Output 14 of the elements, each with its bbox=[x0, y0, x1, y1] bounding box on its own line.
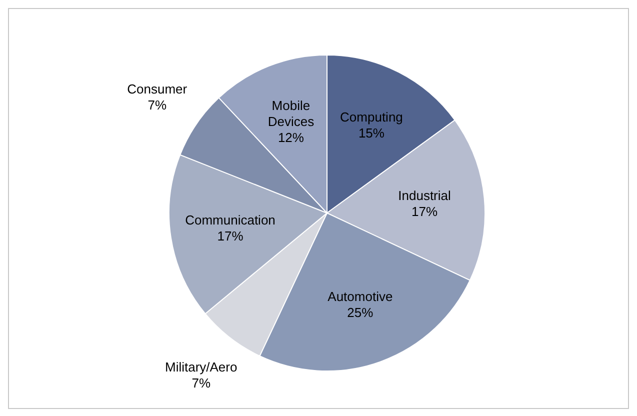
slice-label: Consumer bbox=[127, 82, 188, 97]
data-label: 7% bbox=[192, 375, 211, 390]
slice-label: Industrial bbox=[398, 188, 452, 203]
data-label: 25% bbox=[347, 305, 374, 320]
slice-label: Computing bbox=[340, 110, 403, 125]
data-label: 12% bbox=[278, 130, 304, 145]
data-label: 7% bbox=[148, 98, 167, 113]
slice-label: Mobile Devices bbox=[268, 98, 315, 129]
slice-label: Automotive bbox=[328, 289, 393, 304]
data-label: 17% bbox=[412, 204, 438, 219]
data-label: 17% bbox=[217, 228, 244, 244]
slice-label: Military/Aero bbox=[164, 359, 238, 374]
slice-label: Communication bbox=[185, 212, 276, 228]
data-label: 15% bbox=[358, 126, 385, 141]
